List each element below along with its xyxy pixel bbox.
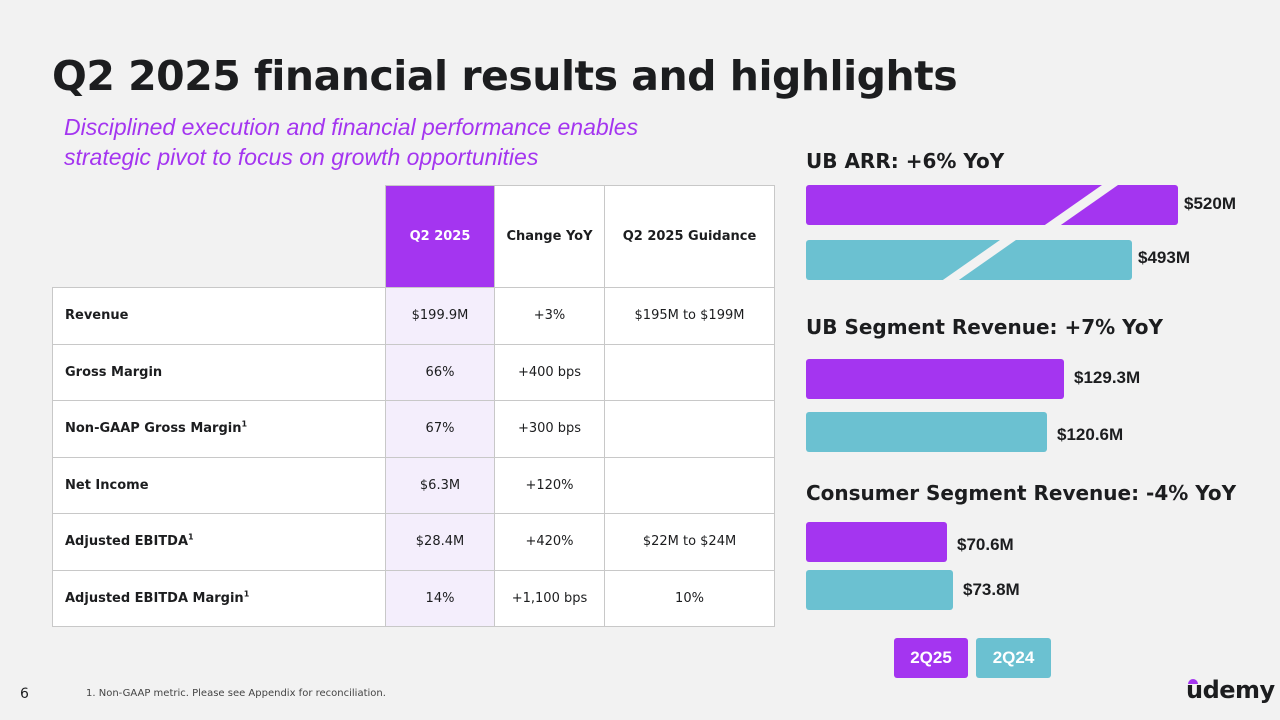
- slide-title: Q2 2025 financial results and highlights: [52, 52, 958, 100]
- guidance-cell: [604, 400, 775, 458]
- ub-segment-2q24-bar: [806, 412, 1047, 452]
- table-row: Net Income $6.3M +120%: [52, 456, 775, 514]
- consumer-segment-chart-title: Consumer Segment Revenue: -4% YoY: [806, 481, 1237, 505]
- ub-arr-chart-title: UB ARR: +6% YoY: [806, 149, 1005, 173]
- table-row: Gross Margin 66% +400 bps: [52, 343, 775, 401]
- udemy-logo: udemy: [1186, 676, 1275, 704]
- slide-subtitle: Disciplined execution and financial perf…: [64, 112, 638, 172]
- change-yoy-cell: +420%: [494, 513, 605, 571]
- guidance-cell: [604, 456, 775, 514]
- change-yoy-cell: +3%: [494, 287, 605, 345]
- guidance-cell: $22M to $24M: [604, 513, 775, 571]
- change-yoy-cell: +1,100 bps: [494, 569, 605, 627]
- footnote-marker: 1: [243, 589, 250, 599]
- footnote: 1. Non-GAAP metric. Please see Appendix …: [86, 688, 386, 699]
- legend-2q25: 2Q25: [894, 638, 968, 678]
- subtitle-line-1: Disciplined execution and financial perf…: [64, 114, 639, 140]
- footnote-marker: 1: [241, 419, 248, 429]
- metric-label: Net Income: [65, 477, 149, 493]
- metric-cell: Net Income: [52, 456, 386, 514]
- footnote-marker: 1: [188, 532, 194, 542]
- table-row: Adjusted EBITDA1 $28.4M +420% $22M to $2…: [52, 513, 775, 571]
- page-number: 6: [20, 686, 29, 702]
- change-yoy-cell: +300 bps: [494, 400, 605, 458]
- table-row: Non-GAAP Gross Margin1 67% +300 bps: [52, 400, 775, 458]
- guidance-cell: [604, 343, 775, 401]
- consumer-2q24-value: $73.8M: [963, 580, 1020, 599]
- metric-label: Non-GAAP Gross Margin: [65, 421, 242, 437]
- header-q2-2025: Q2 2025: [385, 185, 495, 288]
- change-yoy-cell: +400 bps: [494, 343, 605, 401]
- ub-arr-2q25-value: $520M: [1184, 194, 1236, 213]
- consumer-2q25-bar: [806, 522, 947, 562]
- q2-2025-cell: $28.4M: [385, 513, 495, 571]
- ub-segment-chart-title: UB Segment Revenue: +7% YoY: [806, 315, 1164, 339]
- metric-label: Adjusted EBITDA Margin: [65, 590, 244, 606]
- q2-2025-cell: 14%: [385, 569, 495, 627]
- subtitle-line-2: strategic pivot to focus on growth oppor…: [64, 144, 539, 170]
- ub-arr-2q24-bar: [806, 234, 1132, 288]
- header-guidance: Q2 2025 Guidance: [604, 185, 775, 288]
- consumer-2q24-bar: [806, 570, 953, 610]
- ub-arr-2q25-bar: [806, 179, 1178, 233]
- metric-cell: Non-GAAP Gross Margin1: [52, 400, 386, 458]
- metric-label: Adjusted EBITDA: [65, 534, 189, 550]
- axis-break-mark: [1033, 179, 1127, 233]
- ub-segment-2q24-value: $120.6M: [1057, 425, 1124, 444]
- ub-segment-2q25-bar: [806, 359, 1064, 399]
- table-header-blank: [52, 185, 386, 288]
- guidance-cell: 10%: [604, 569, 775, 627]
- consumer-2q25-value: $70.6M: [957, 535, 1014, 554]
- legend-2q24: 2Q24: [976, 638, 1051, 678]
- metric-cell: Adjusted EBITDA Margin1: [52, 569, 386, 627]
- q2-2025-cell: $6.3M: [385, 456, 495, 514]
- table-header-row: Q2 2025 Change YoY Q2 2025 Guidance: [52, 185, 775, 288]
- change-yoy-cell: +120%: [494, 456, 605, 514]
- table-row: Revenue $199.9M +3% $195M to $199M: [52, 287, 775, 345]
- metric-label: Revenue: [65, 308, 129, 324]
- metric-cell: Gross Margin: [52, 343, 386, 401]
- guidance-cell: $195M to $199M: [604, 287, 775, 345]
- q2-2025-cell: $199.9M: [385, 287, 495, 345]
- header-change-yoy: Change YoY: [494, 185, 605, 288]
- ub-arr-2q24-value: $493M: [1138, 248, 1190, 267]
- table-row: Adjusted EBITDA Margin1 14% +1,100 bps 1…: [52, 569, 775, 627]
- metric-label: Gross Margin: [65, 364, 163, 380]
- metric-cell: Revenue: [52, 287, 386, 345]
- udemy-logo-hat-icon: [1188, 679, 1198, 684]
- axis-break-mark: [931, 234, 1025, 288]
- q2-2025-cell: 66%: [385, 343, 495, 401]
- ub-segment-2q25-value: $129.3M: [1074, 368, 1141, 387]
- q2-2025-cell: 67%: [385, 400, 495, 458]
- metric-cell: Adjusted EBITDA1: [52, 513, 386, 571]
- financial-results-table: Q2 2025 Change YoY Q2 2025 Guidance Reve…: [52, 185, 775, 627]
